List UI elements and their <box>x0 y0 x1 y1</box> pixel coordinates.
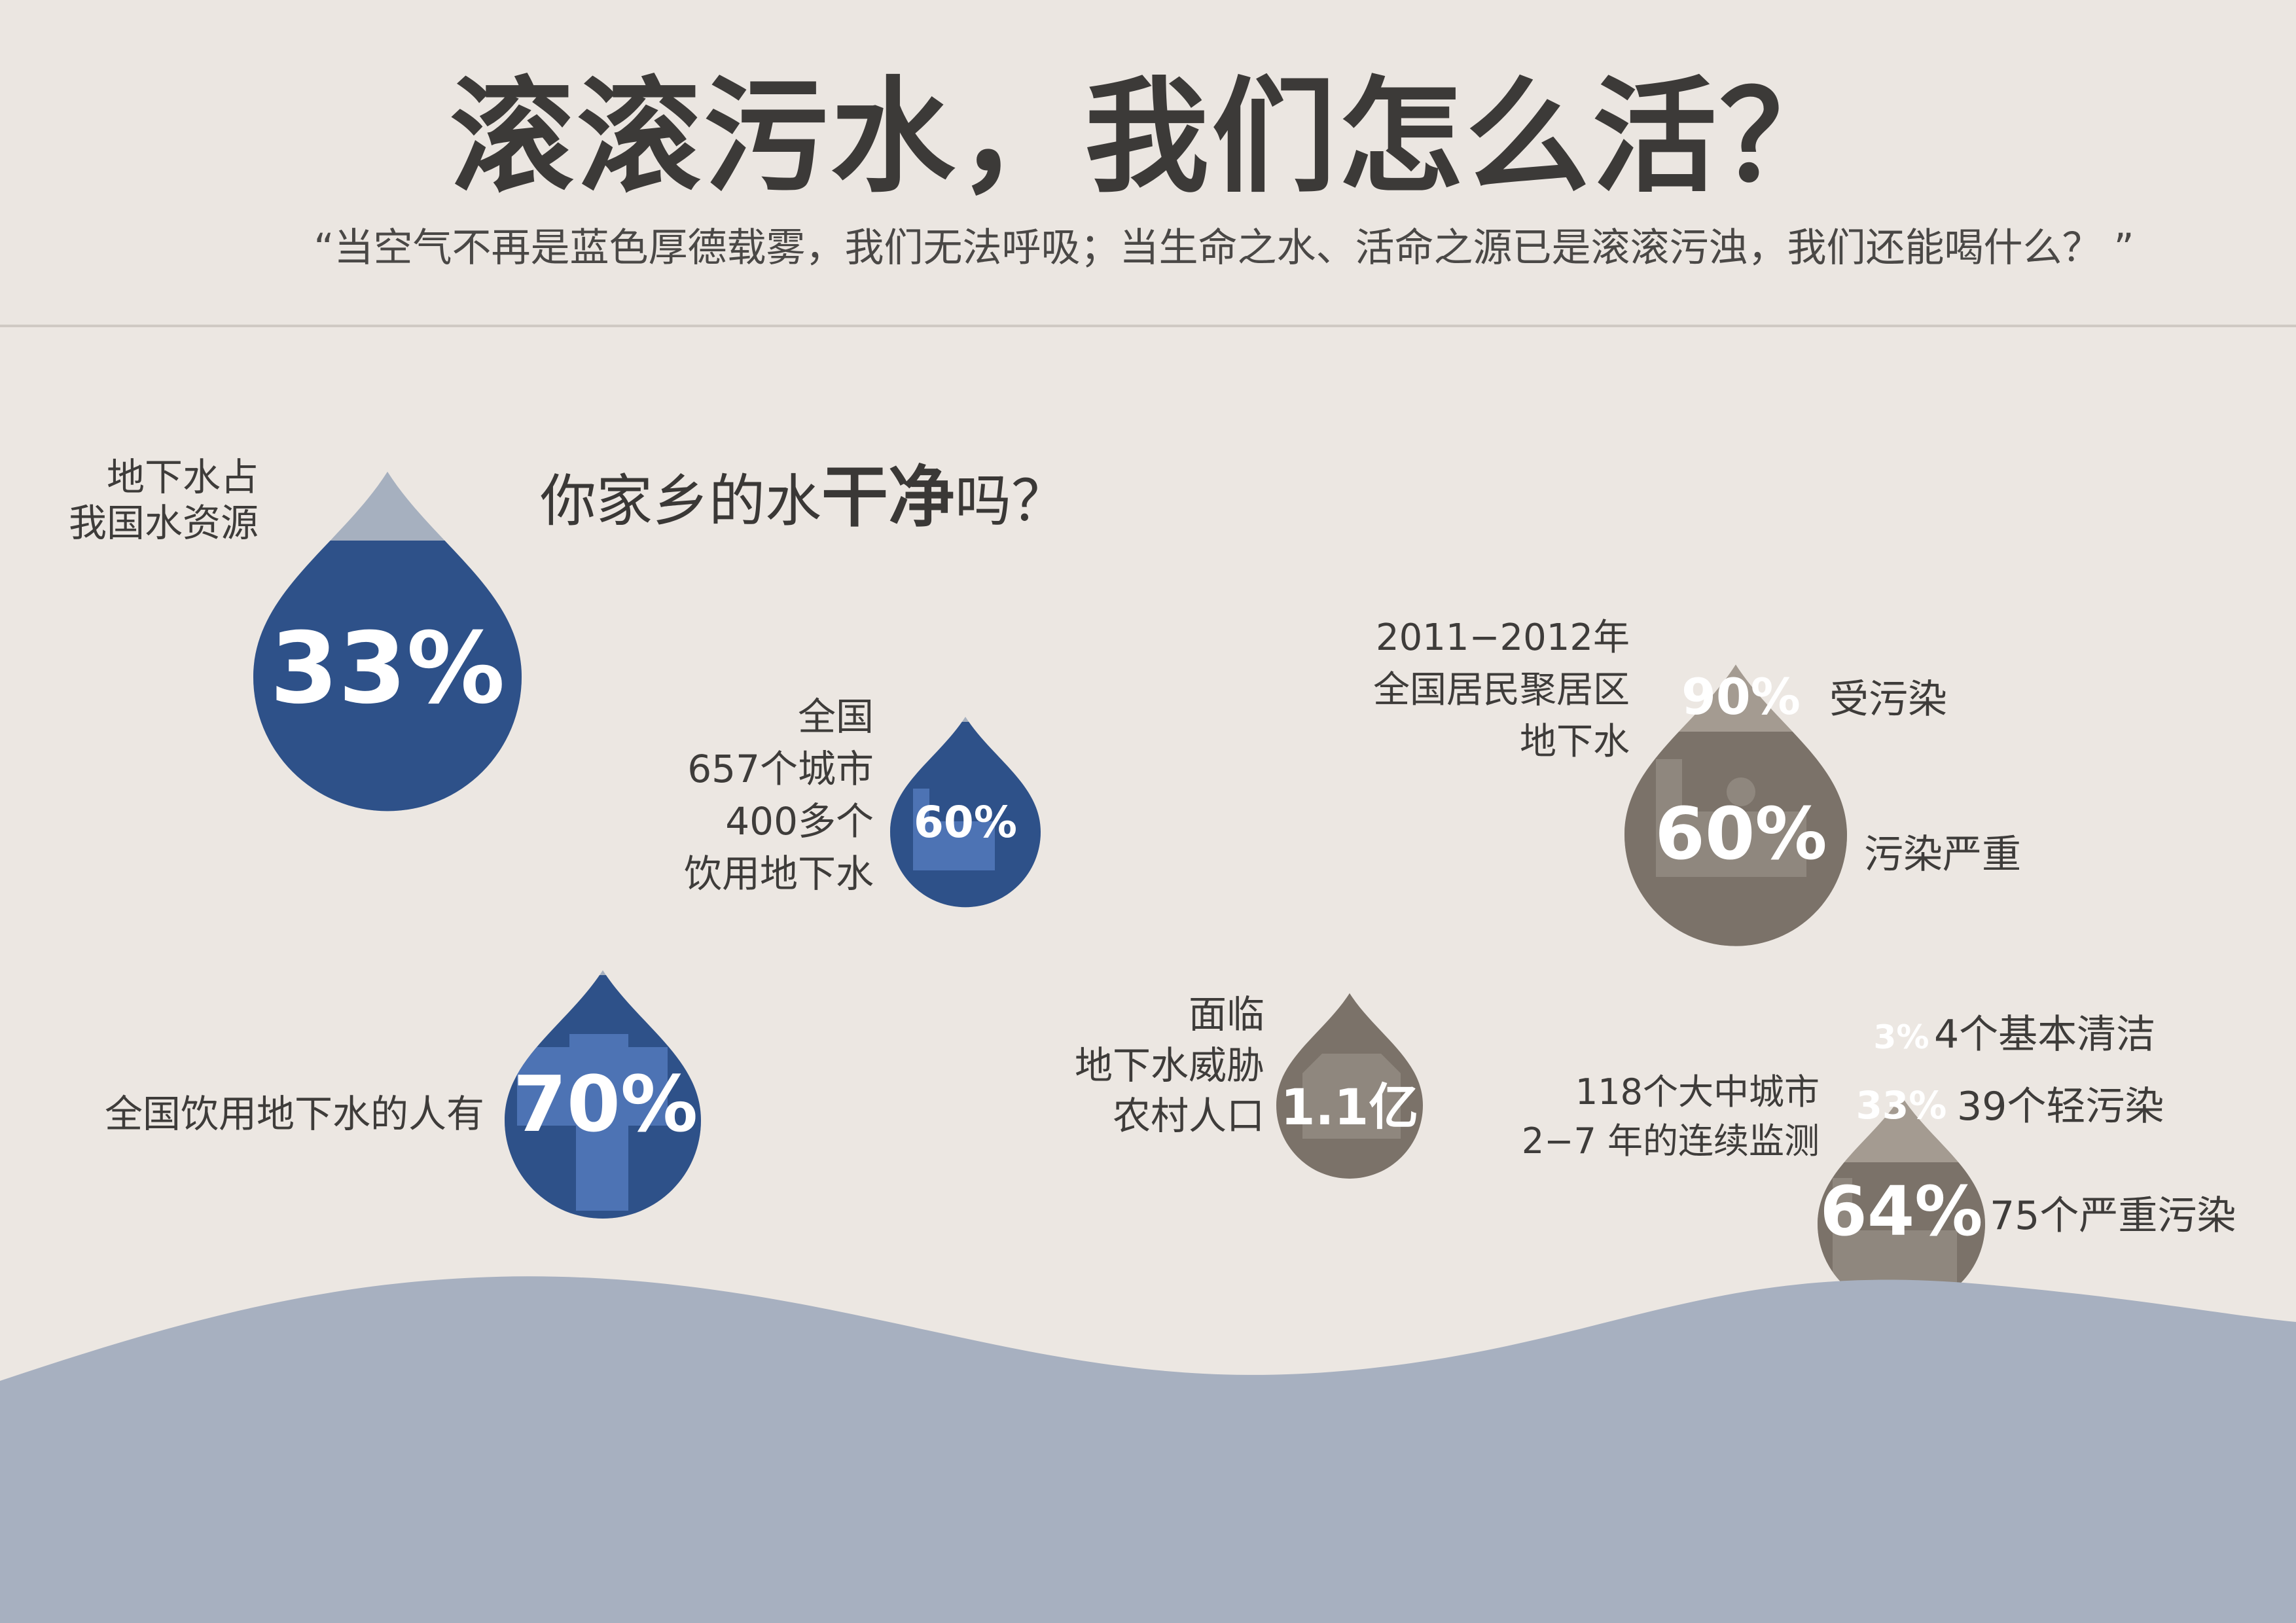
label-line: 400多个 <box>725 799 874 844</box>
drop-cities <box>890 717 1041 908</box>
groundwater-share-label: 地下水占 我国水资源 <box>26 455 259 546</box>
cities-value: 60% <box>914 797 1017 847</box>
label-line: 全国居民聚居区 <box>1373 668 1630 711</box>
water-wave <box>0 1276 2296 1623</box>
header-panel <box>0 0 2296 326</box>
label-line: 657个城市 <box>687 747 874 792</box>
faucet-icon <box>913 789 995 870</box>
intro-quote: “当空气不再是蓝色厚德载雾，我们无法呼吸；当生命之水、活命之源已是滚滚污浊，我们… <box>314 225 2134 271</box>
section-heading: 你家乡的水干净吗？ <box>540 458 1067 538</box>
cities-label: 全国 657个城市 400多个 饮用地下水 <box>628 690 874 900</box>
faucet-icon <box>1833 1178 1957 1283</box>
page-title: 滚滚污水，我们怎么活？ <box>449 65 1846 209</box>
rural-value: 1.1亿 <box>1280 1078 1419 1136</box>
residential-label: 2011−2012年 全国居民聚居区 地下水 <box>1322 612 1630 768</box>
heading-suffix: 吗？ <box>955 469 1067 534</box>
monitoring-clean-value: 3% <box>1873 1018 1929 1056</box>
monitoring-clean-label: 4个基本清洁 <box>1934 1012 2156 1058</box>
house-icon <box>1302 1054 1401 1139</box>
label-line: 面临 <box>1188 992 1265 1037</box>
residential-polluted-value: 90% <box>1681 668 1801 726</box>
faucet-icon <box>517 1034 668 1211</box>
label-line: 2011−2012年 <box>1376 616 1630 659</box>
label-line: 地下水 <box>1520 721 1630 764</box>
label-line: 2−7 年的连续监测 <box>1521 1120 1820 1162</box>
drop-residential <box>1624 664 1847 946</box>
label-line: 地下水威胁 <box>1074 1043 1265 1088</box>
label-line: 饮用地下水 <box>683 851 874 897</box>
rural-label: 面临 地下水威胁 农村人口 <box>982 990 1265 1142</box>
label-line: 全国 <box>797 694 874 739</box>
faucet-icon <box>1656 759 1806 877</box>
population-value: 70% <box>512 1059 698 1149</box>
label-line: 118个大中城市 <box>1575 1071 1820 1113</box>
label-line: 我国水资源 <box>68 500 259 545</box>
drop-population <box>505 970 701 1219</box>
groundwater-share-value: 33% <box>270 612 505 726</box>
monitoring-label: 118个大中城市 2−7 年的连续监测 <box>1453 1068 1820 1166</box>
residential-severe-label: 污染严重 <box>1864 832 2021 878</box>
residential-polluted-label: 受污染 <box>1829 677 1947 722</box>
heading-prefix: 你家乡的水 <box>540 469 821 534</box>
residential-severe-value: 60% <box>1655 792 1827 876</box>
label-line: 农村人口 <box>1112 1094 1265 1139</box>
header-divider <box>0 325 2296 327</box>
monitoring-light-value: 33% <box>1856 1083 1947 1128</box>
monitoring-heavy-value: 64% <box>1820 1171 1983 1251</box>
population-label: 全国饮用地下水的人有 <box>104 1092 484 1136</box>
label-line: 地下水占 <box>106 455 259 499</box>
monitoring-heavy-label: 75个严重污染 <box>1990 1193 2236 1239</box>
heading-emphasis: 干净 <box>821 459 955 537</box>
monitoring-light-label: 39个轻污染 <box>1957 1084 2164 1130</box>
drop-groundwater-share <box>253 471 522 812</box>
drop-rural <box>1276 993 1423 1179</box>
